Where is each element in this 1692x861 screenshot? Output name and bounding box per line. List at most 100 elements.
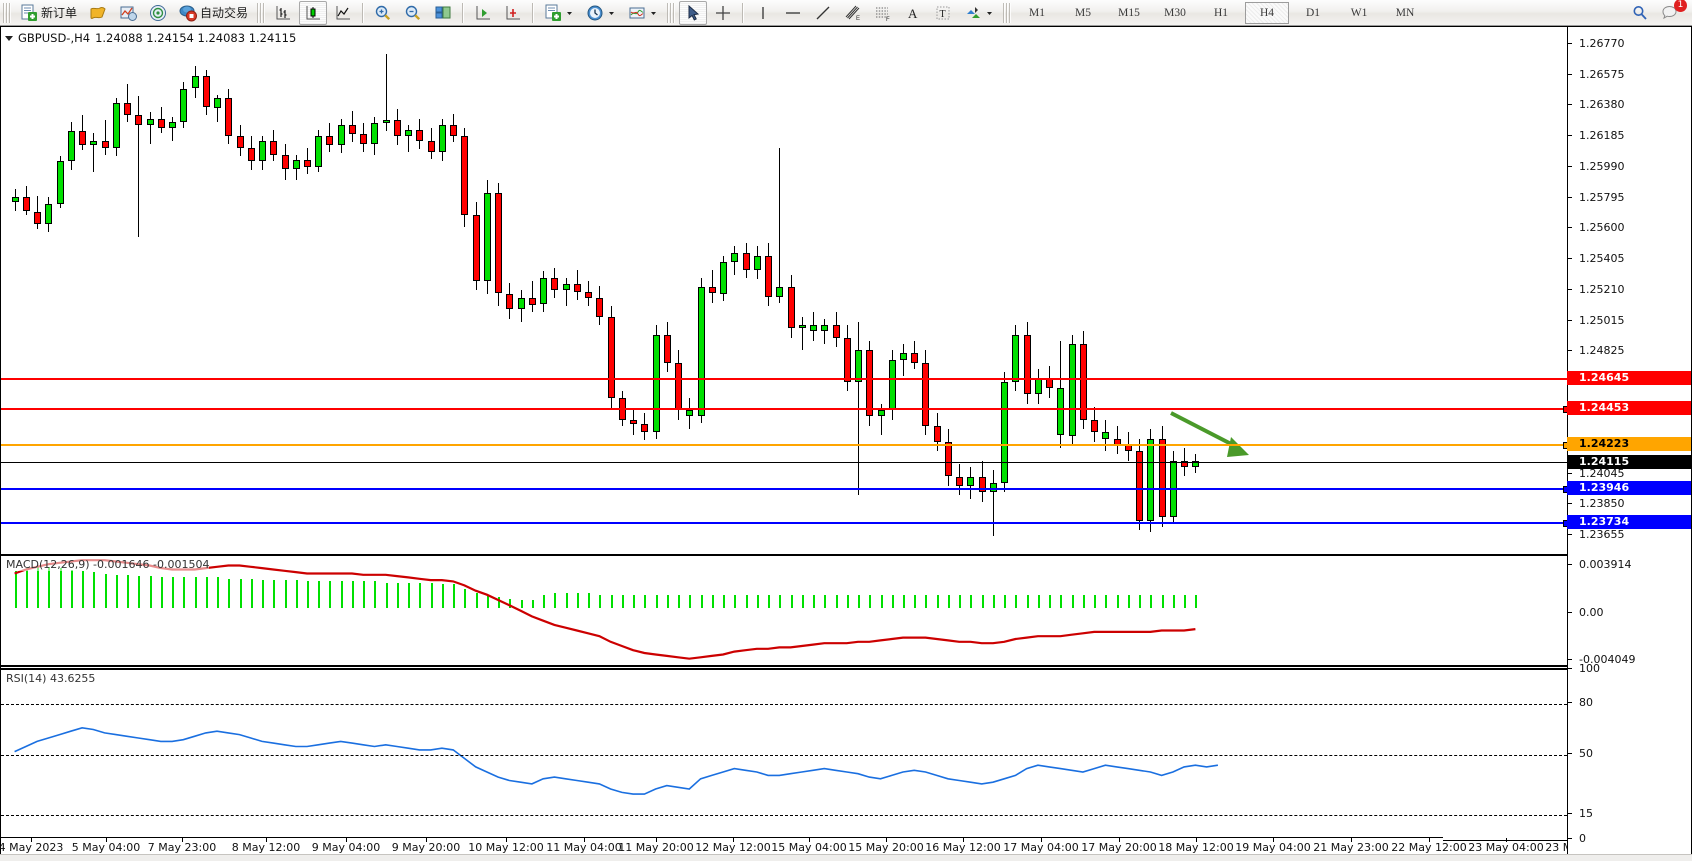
macd-bar [1083, 594, 1085, 608]
price-tick: 1.25600 [1567, 221, 1691, 234]
price-axis[interactable]: 1.26770 1.26575 1.26380 1.26185 1.25990 1.257… [1567, 27, 1691, 860]
level-resistance-2[interactable] [1, 406, 1567, 414]
chart-menu-caret-icon[interactable] [5, 35, 13, 41]
timeframe-m1[interactable]: M1 [1029, 6, 1046, 19]
macd-bar [150, 576, 152, 608]
toolbar-grip[interactable] [3, 2, 11, 23]
search-button[interactable] [1626, 1, 1654, 25]
new-order-button[interactable]: 新订单 [15, 1, 82, 25]
level-handle[interactable] [1563, 519, 1567, 527]
level-support-1[interactable] [1, 486, 1567, 494]
price-tag-current-price[interactable]: 1.24115 [1567, 454, 1691, 469]
periods-button[interactable] [581, 1, 621, 25]
macd-bar [172, 577, 174, 608]
candlestick-chart-button[interactable] [299, 0, 328, 25]
timeframe-mn[interactable]: MN [1395, 6, 1415, 19]
timeframe-d1[interactable]: D1 [1306, 6, 1321, 19]
price-tag-pending-order[interactable]: 1.24223 [1567, 437, 1691, 452]
timeframe-h4[interactable]: H4 [1245, 1, 1290, 24]
market-watch-icon [119, 4, 138, 22]
tile-windows-button[interactable] [429, 1, 457, 25]
terminal-button[interactable] [84, 1, 112, 25]
zoom-in-button[interactable] [369, 1, 397, 25]
clock-icon [586, 4, 604, 22]
horizontal-line-button[interactable] [779, 1, 807, 25]
time-label: 10 May 12:00 [468, 841, 544, 854]
channel-button[interactable]: E [839, 1, 867, 25]
candle-body [595, 298, 603, 318]
macd-bar [285, 580, 287, 608]
chevron-down-icon[interactable] [565, 4, 574, 22]
candle-body [629, 419, 637, 425]
rsi-tick-80: 80 [1567, 696, 1691, 709]
toolbar-grip-3[interactable] [667, 2, 676, 23]
candle-body [44, 203, 52, 225]
candle-wick [566, 277, 567, 307]
macd-bar [566, 593, 568, 608]
price-tick: 1.24825 [1567, 344, 1691, 357]
timeframe-m30[interactable]: M30 [1164, 6, 1186, 19]
level-current-price[interactable] [1, 461, 1567, 463]
line-chart-button[interactable] [329, 1, 357, 25]
level-handle[interactable] [1563, 442, 1567, 450]
macd-bar [881, 594, 883, 608]
level-resistance-1[interactable] [1, 377, 1567, 380]
macd-bar [1195, 594, 1197, 608]
chart-window[interactable]: GBPUSD-,H4 1.24088 1.24154 1.24083 1.241… [0, 26, 1692, 861]
fibonacci-button[interactable]: F [869, 1, 897, 25]
trendline-icon [814, 4, 832, 22]
crosshair-button[interactable] [709, 1, 737, 25]
chevron-down-icon-3[interactable] [649, 4, 658, 22]
candle-wick [712, 269, 713, 303]
candle-wick [93, 132, 94, 173]
macd-pane[interactable]: MACD(12,26,9) -0.001646 -0.001504 [1, 554, 1567, 667]
level-pending-order[interactable] [1, 442, 1567, 450]
timeframe-m5[interactable]: M5 [1075, 6, 1092, 19]
chevron-down-icon-4[interactable] [985, 4, 994, 22]
cursor-button[interactable] [679, 0, 708, 25]
toolbar-grip-2[interactable] [257, 2, 266, 23]
svg-text:F: F [886, 17, 890, 22]
price-tag-resistance-2[interactable]: 1.24453 [1567, 401, 1691, 416]
candle-body [966, 476, 974, 486]
signals-button[interactable] [144, 1, 172, 25]
price-tag-support-2[interactable]: 1.23734 [1567, 514, 1691, 529]
trendline-button[interactable] [809, 1, 837, 25]
chart-annotations [1170, 411, 1249, 457]
market-watch-button[interactable] [114, 1, 142, 25]
level-handle[interactable] [1563, 486, 1567, 494]
rsi-pane[interactable]: RSI(14) 43.6255 [1, 668, 1567, 841]
chevron-down-icon-2[interactable] [607, 4, 616, 22]
cursor-icon [684, 4, 702, 22]
level-support-2[interactable] [1, 519, 1567, 527]
timeframe-m15[interactable]: M15 [1118, 6, 1140, 19]
timeframe-w1[interactable]: W1 [1350, 6, 1368, 19]
chat-button[interactable]: 1 [1656, 0, 1687, 25]
text-label-button[interactable]: T [929, 1, 957, 25]
candle-body [933, 426, 941, 442]
text-button[interactable]: A [899, 1, 927, 25]
templates-button[interactable] [623, 1, 663, 25]
autotrading-button[interactable]: 自动交易 [174, 1, 253, 25]
candle-body [820, 325, 828, 332]
time-tick [1273, 838, 1274, 842]
level-handle[interactable] [1563, 406, 1567, 414]
price-tag-support-1[interactable]: 1.23946 [1567, 481, 1691, 496]
zoom-out-button[interactable] [399, 1, 427, 25]
auto-scroll-button[interactable] [469, 1, 497, 25]
toolbar-grip-4[interactable] [1003, 2, 1012, 23]
price-tag-resistance-1[interactable]: 1.24645 [1567, 370, 1691, 385]
downtrend-arrow[interactable] [1170, 411, 1249, 457]
macd-bar [1173, 594, 1175, 608]
arrows-button[interactable] [959, 1, 999, 25]
price-pane[interactable] [1, 27, 1567, 549]
add-indicator-button[interactable] [539, 1, 579, 25]
candle-body [764, 255, 772, 297]
timeframe-h1[interactable]: H1 [1214, 6, 1229, 19]
chart-shift-button[interactable] [499, 1, 527, 25]
vertical-line-button[interactable] [749, 1, 777, 25]
bar-chart-button[interactable] [269, 1, 297, 25]
candle-body [348, 124, 356, 135]
macd-bar [858, 594, 860, 608]
chart-plot-area[interactable]: GBPUSD-,H4 1.24088 1.24154 1.24083 1.241… [0, 27, 1621, 860]
